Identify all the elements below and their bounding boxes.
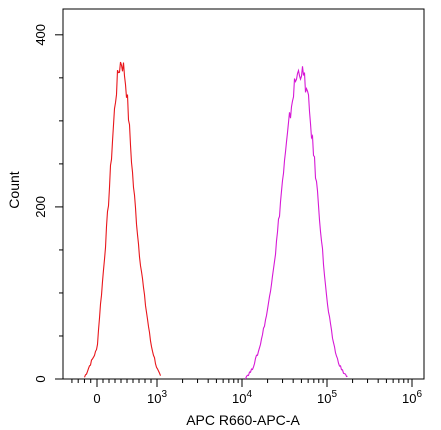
x-tick-label: 0 [93, 391, 100, 406]
y-tick-label: 200 [33, 196, 48, 218]
x-tick-label: 103 [147, 389, 167, 406]
series-layer [83, 61, 348, 380]
histogram-series-1 [83, 61, 162, 378]
x-tick-label: 106 [402, 389, 422, 406]
axis-ticks [55, 34, 413, 387]
histogram-series-2 [244, 66, 348, 380]
tick-labels: 0 103 104 105 106 0 200 400 [33, 24, 422, 406]
plot-frame [62, 8, 425, 380]
y-tick-label: 400 [33, 24, 48, 46]
x-axis-title: APC R660-APC-A [186, 412, 300, 428]
x-tick-label: 105 [317, 389, 337, 406]
y-axis-title: Count [6, 171, 22, 208]
y-tick-label: 0 [33, 375, 48, 382]
x-tick-label: 104 [232, 389, 252, 406]
